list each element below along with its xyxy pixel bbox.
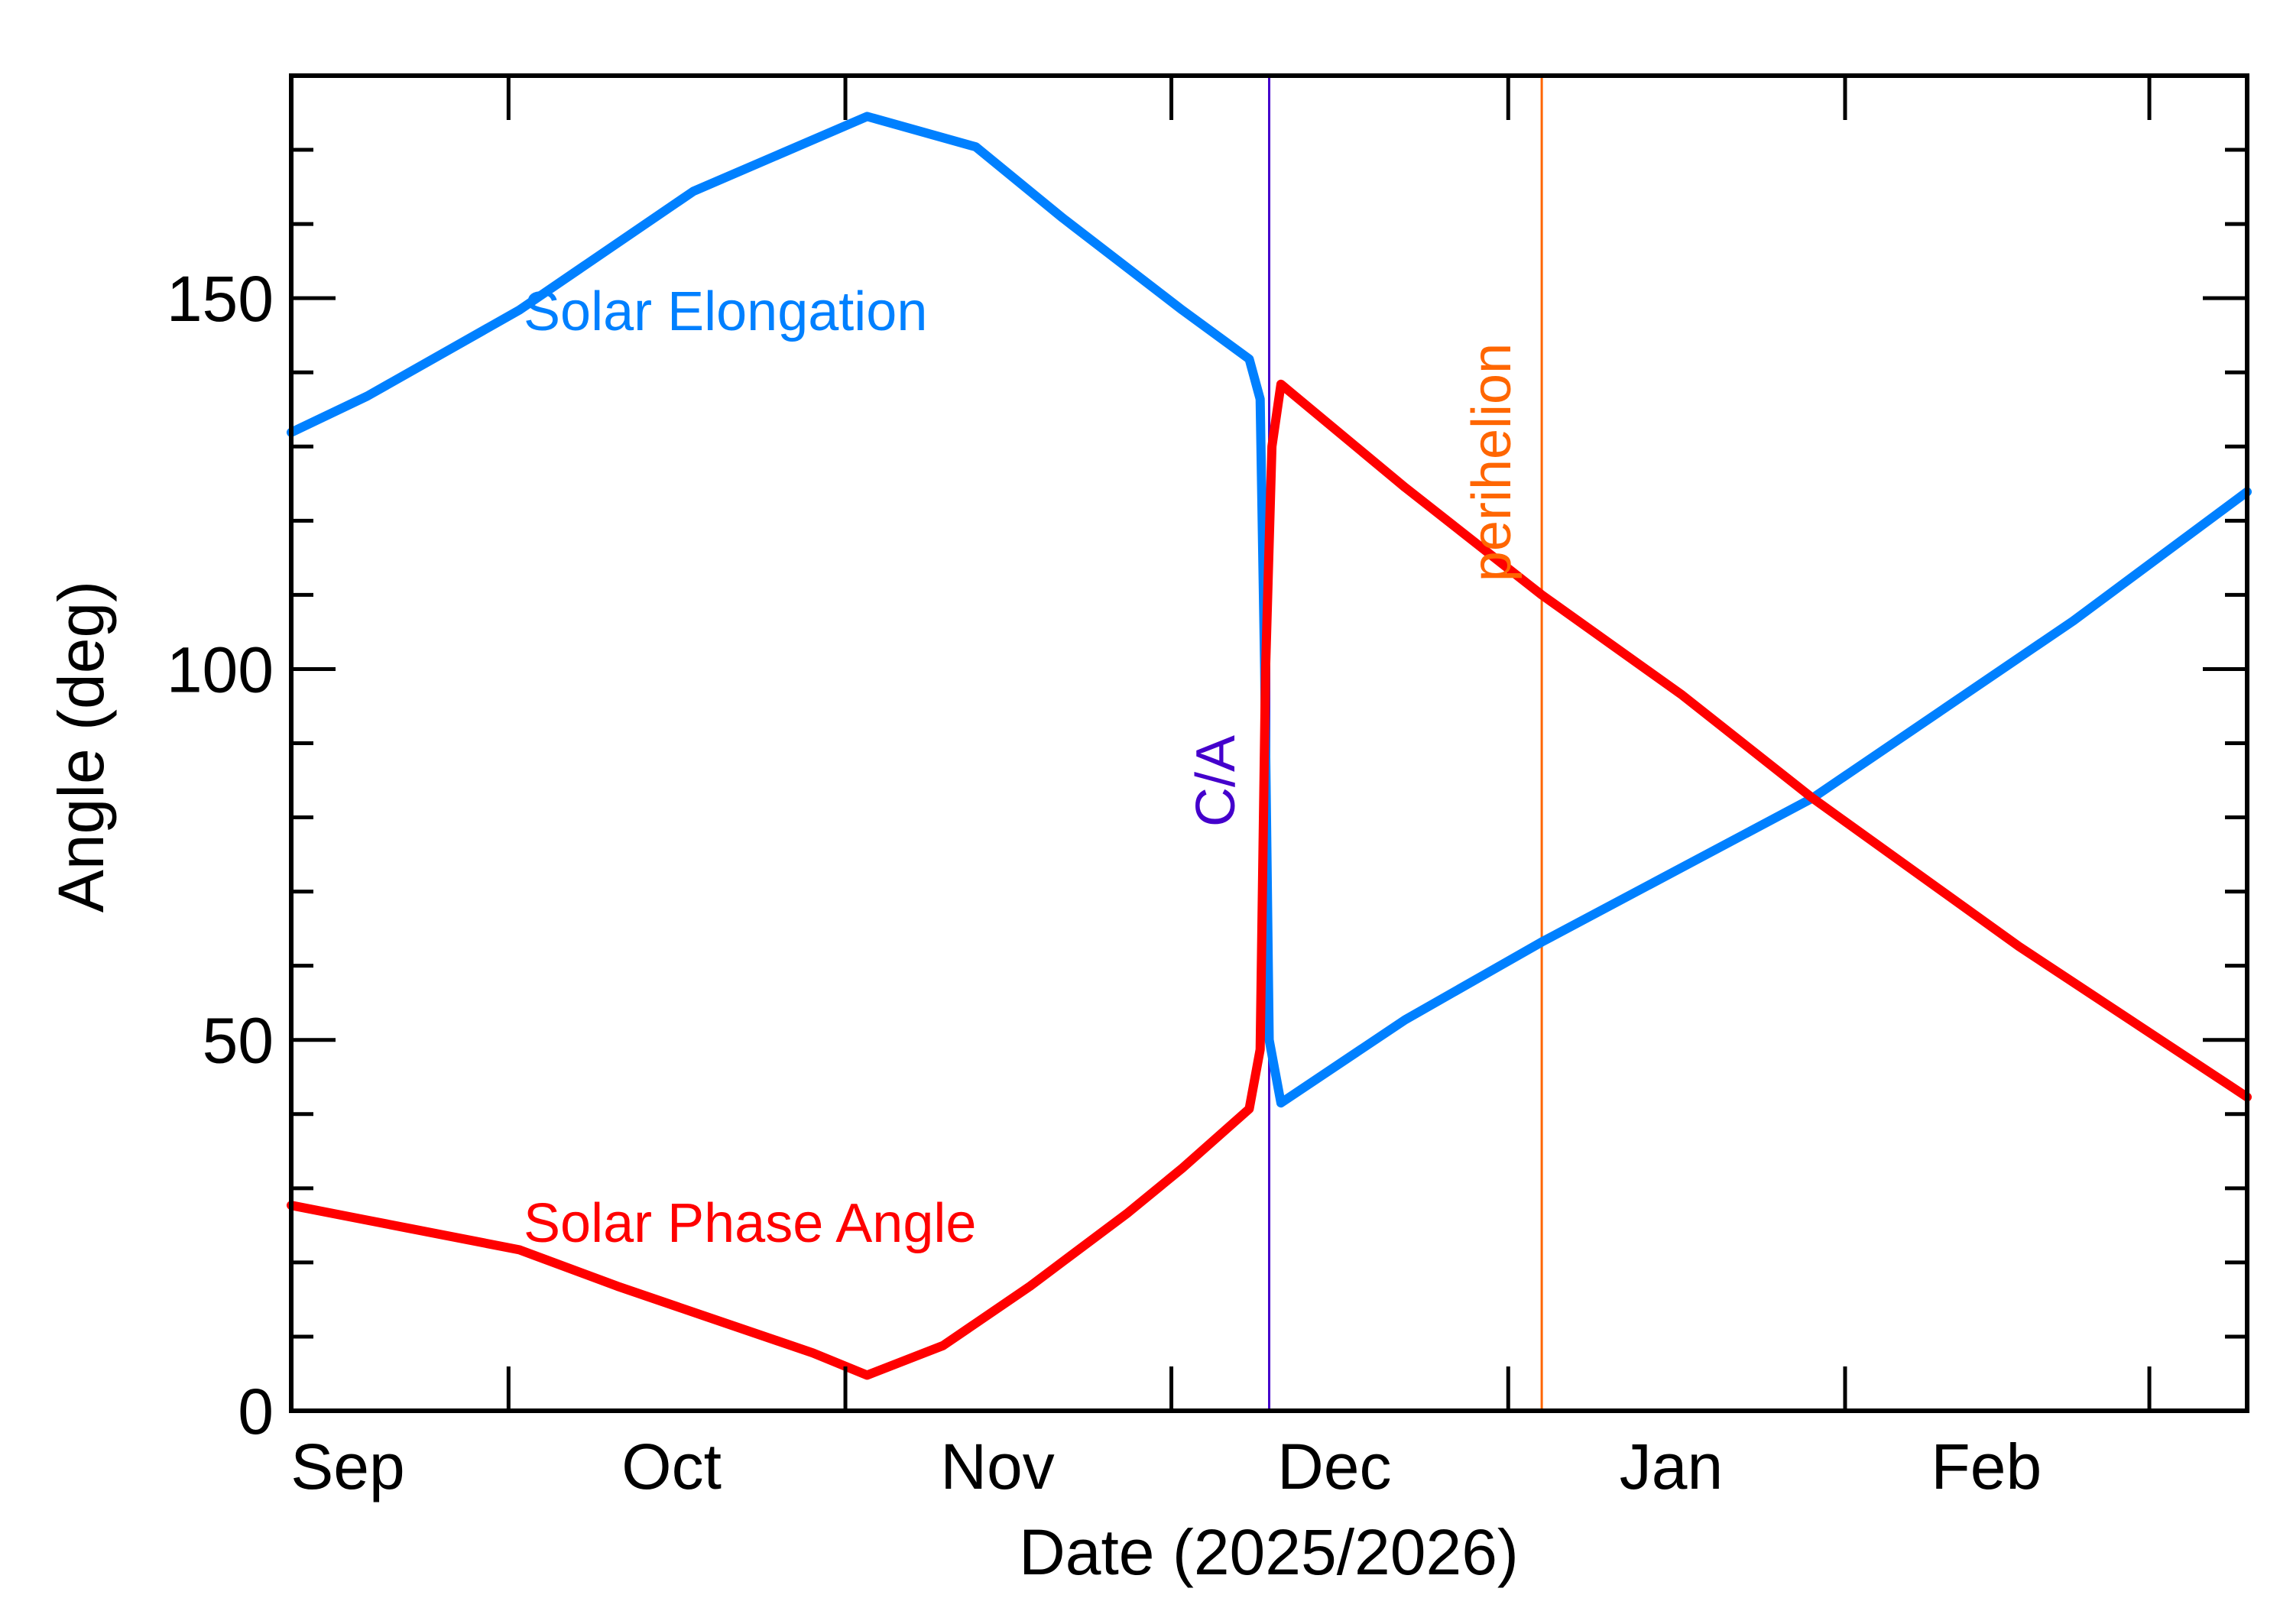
- event-label-perihelion: perihelion: [1461, 343, 1523, 582]
- y-tick-label: 0: [238, 1376, 274, 1447]
- y-tick-label: 150: [167, 263, 274, 335]
- event-label-ca: C/A: [1185, 735, 1247, 827]
- event-lines: [1268, 76, 1543, 1411]
- x-tick-label: Oct: [621, 1431, 722, 1502]
- x-tick-label: Feb: [1931, 1431, 2042, 1502]
- plot-frame: [289, 73, 2249, 1413]
- x-axis-title: Date (2025/2026): [1019, 1516, 1519, 1588]
- tick-labels: 0 50 100 150 Sep Oct Nov Dec Jan Feb: [167, 263, 2042, 1502]
- y-tick-label: 50: [203, 1005, 274, 1077]
- series-line-solar-elongation: [287, 112, 2252, 1108]
- series-line-solar-phase-angle: [287, 379, 2252, 1380]
- series-label-solar-phase-angle: Solar Phase Angle: [524, 1193, 976, 1254]
- x-tick-label: Dec: [1277, 1431, 1391, 1502]
- series-lines: [287, 112, 2252, 1380]
- x-tick-label: Sep: [290, 1431, 404, 1502]
- x-tick-label: Nov: [940, 1431, 1054, 1502]
- y-axis-title: Angle (deg): [45, 581, 117, 912]
- x-tick-label: Jan: [1620, 1431, 1723, 1502]
- series-label-solar-elongation: Solar Elongation: [524, 281, 927, 342]
- y-tick-label: 100: [167, 634, 274, 705]
